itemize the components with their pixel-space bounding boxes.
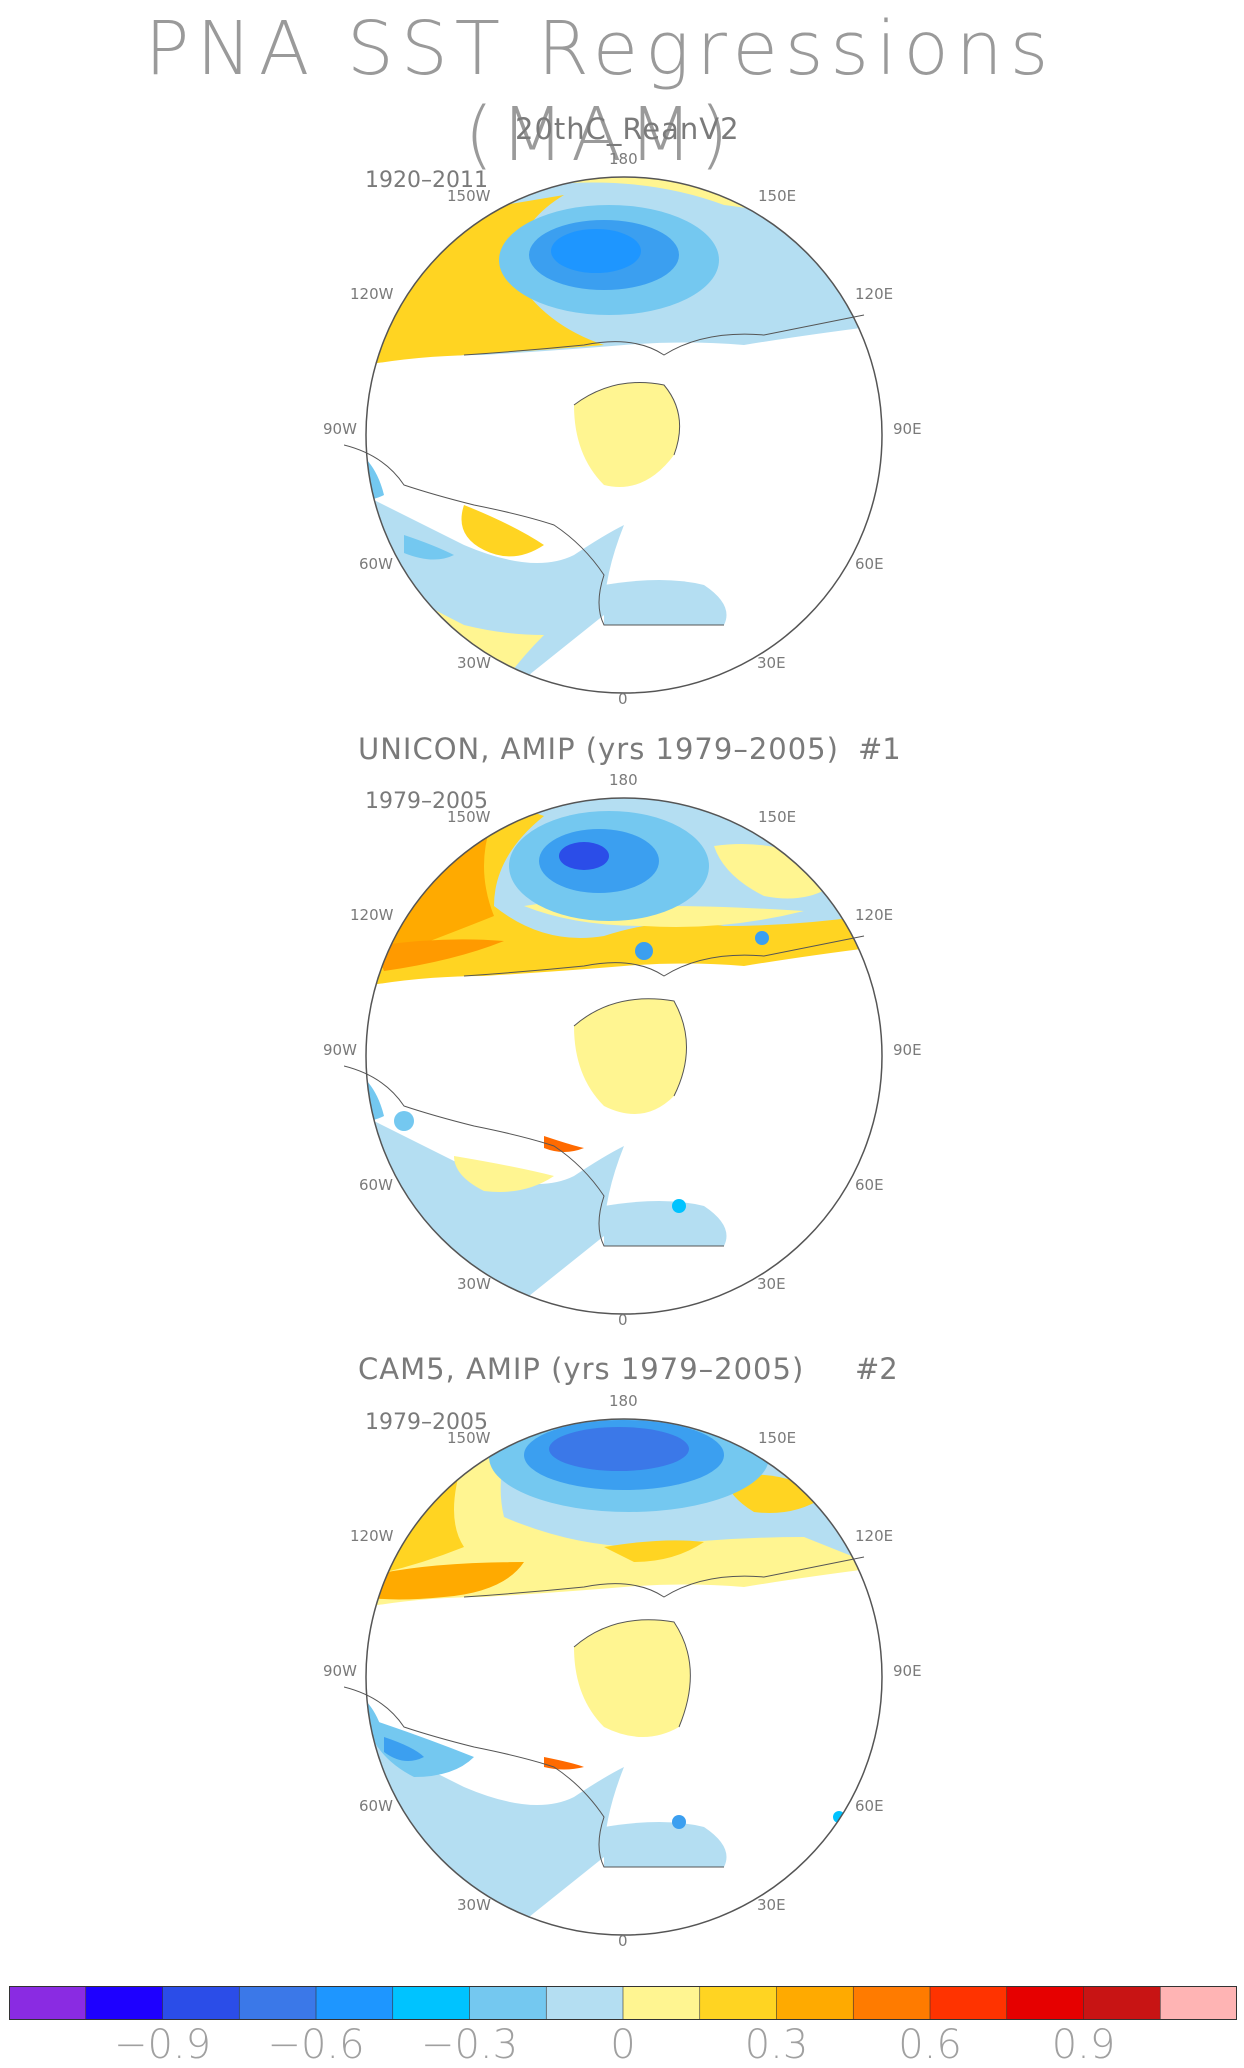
lon-90w-1: 90W xyxy=(323,420,357,438)
colorbar-swatch xyxy=(546,1986,624,2020)
lon-180-2: 180 xyxy=(609,771,638,789)
colorbar-tick-label: 0.3 xyxy=(744,2022,809,2068)
colorbar-tick-label: 0 xyxy=(610,2022,636,2068)
colorbar-swatch xyxy=(239,1986,317,2020)
lon-60w-2: 60W xyxy=(359,1176,393,1194)
lon-120e-2: 120E xyxy=(855,906,894,924)
lon-30w-1: 30W xyxy=(457,654,491,672)
lon-0-2: 0 xyxy=(618,1311,628,1329)
colorbar-swatch xyxy=(469,1986,547,2020)
panel-number-3: #2 xyxy=(855,1352,898,1386)
lon-150e-2: 150E xyxy=(758,808,797,826)
lon-120e-3: 120E xyxy=(855,1527,894,1545)
lon-90w-3: 90W xyxy=(323,1662,357,1680)
colorbar-swatch xyxy=(162,1986,240,2020)
colorbar-tick-label: −0.3 xyxy=(420,2022,519,2068)
colorbar-swatch xyxy=(1160,1986,1237,2020)
lon-60w-1: 60W xyxy=(359,555,393,573)
panel-period-3: 1979–2005 xyxy=(365,1410,488,1435)
lon-150w-2: 150W xyxy=(447,808,491,826)
lon-0-1: 0 xyxy=(618,690,628,708)
lon-60e-1: 60E xyxy=(855,555,884,573)
lon-180-3: 180 xyxy=(609,1392,638,1410)
lon-120e-1: 120E xyxy=(855,285,894,303)
lon-0-3: 0 xyxy=(618,1932,628,1950)
lon-150w-3: 150W xyxy=(447,1429,491,1447)
panel-title-2: UNICON, AMIP (yrs 1979–2005) xyxy=(358,732,839,766)
lon-30e-2: 30E xyxy=(757,1275,786,1293)
lon-150e-1: 150E xyxy=(758,187,797,205)
colorbar-tick-label: 0.9 xyxy=(1051,2022,1116,2068)
colorbar-swatch xyxy=(9,1986,87,2020)
colorbar-swatch xyxy=(1083,1986,1161,2020)
colorbar-swatch xyxy=(623,1986,701,2020)
lon-30w-3: 30W xyxy=(457,1896,491,1914)
colorbar-tick-label: 0.6 xyxy=(898,2022,962,2068)
lon-150w-1: 150W xyxy=(447,187,491,205)
lon-120w-2: 120W xyxy=(350,906,394,924)
lon-180-1: 180 xyxy=(609,150,638,168)
lon-30w-2: 30W xyxy=(457,1275,491,1293)
panel-number-2: #1 xyxy=(858,732,901,766)
lon-30e-1: 30E xyxy=(757,654,786,672)
panel-period-1: 1920–2011 xyxy=(365,168,488,193)
lon-60e-2: 60E xyxy=(855,1176,884,1194)
lon-90e-1: 90E xyxy=(893,420,922,438)
colorbar xyxy=(9,1986,1237,2020)
lon-30e-3: 30E xyxy=(757,1896,786,1914)
lon-90w-2: 90W xyxy=(323,1041,357,1059)
colorbar-swatch xyxy=(930,1986,1008,2020)
colorbar-tick-label: −0.9 xyxy=(113,2022,212,2068)
lon-60e-3: 60E xyxy=(855,1797,884,1815)
colorbar-swatch xyxy=(776,1986,854,2020)
colorbar-swatch xyxy=(392,1986,470,2020)
lon-120w-1: 120W xyxy=(350,285,394,303)
colorbar-swatch xyxy=(85,1986,163,2020)
lon-150e-3: 150E xyxy=(758,1429,797,1447)
polar-map-2 xyxy=(344,797,883,1315)
lon-120w-3: 120W xyxy=(350,1527,394,1545)
colorbar-swatch xyxy=(853,1986,931,2020)
panel-title-3: CAM5, AMIP (yrs 1979–2005) xyxy=(358,1352,805,1386)
figure-title: PNA SST Regressions (MAM) xyxy=(144,6,1056,178)
colorbar-swatch xyxy=(1006,1986,1084,2020)
colorbar-swatch xyxy=(316,1986,394,2020)
colorbar-swatch xyxy=(699,1986,777,2020)
polar-map-3 xyxy=(344,1418,883,1936)
colorbar-tick-label: −0.6 xyxy=(267,2022,365,2068)
lon-90e-3: 90E xyxy=(893,1662,922,1680)
lon-60w-3: 60W xyxy=(359,1797,393,1815)
polar-map-1: 180 xyxy=(344,176,883,694)
lon-90e-2: 90E xyxy=(893,1041,922,1059)
panel-period-2: 1979–2005 xyxy=(365,789,488,814)
panel-title-1: 20thC_ReanV2 xyxy=(515,112,740,146)
